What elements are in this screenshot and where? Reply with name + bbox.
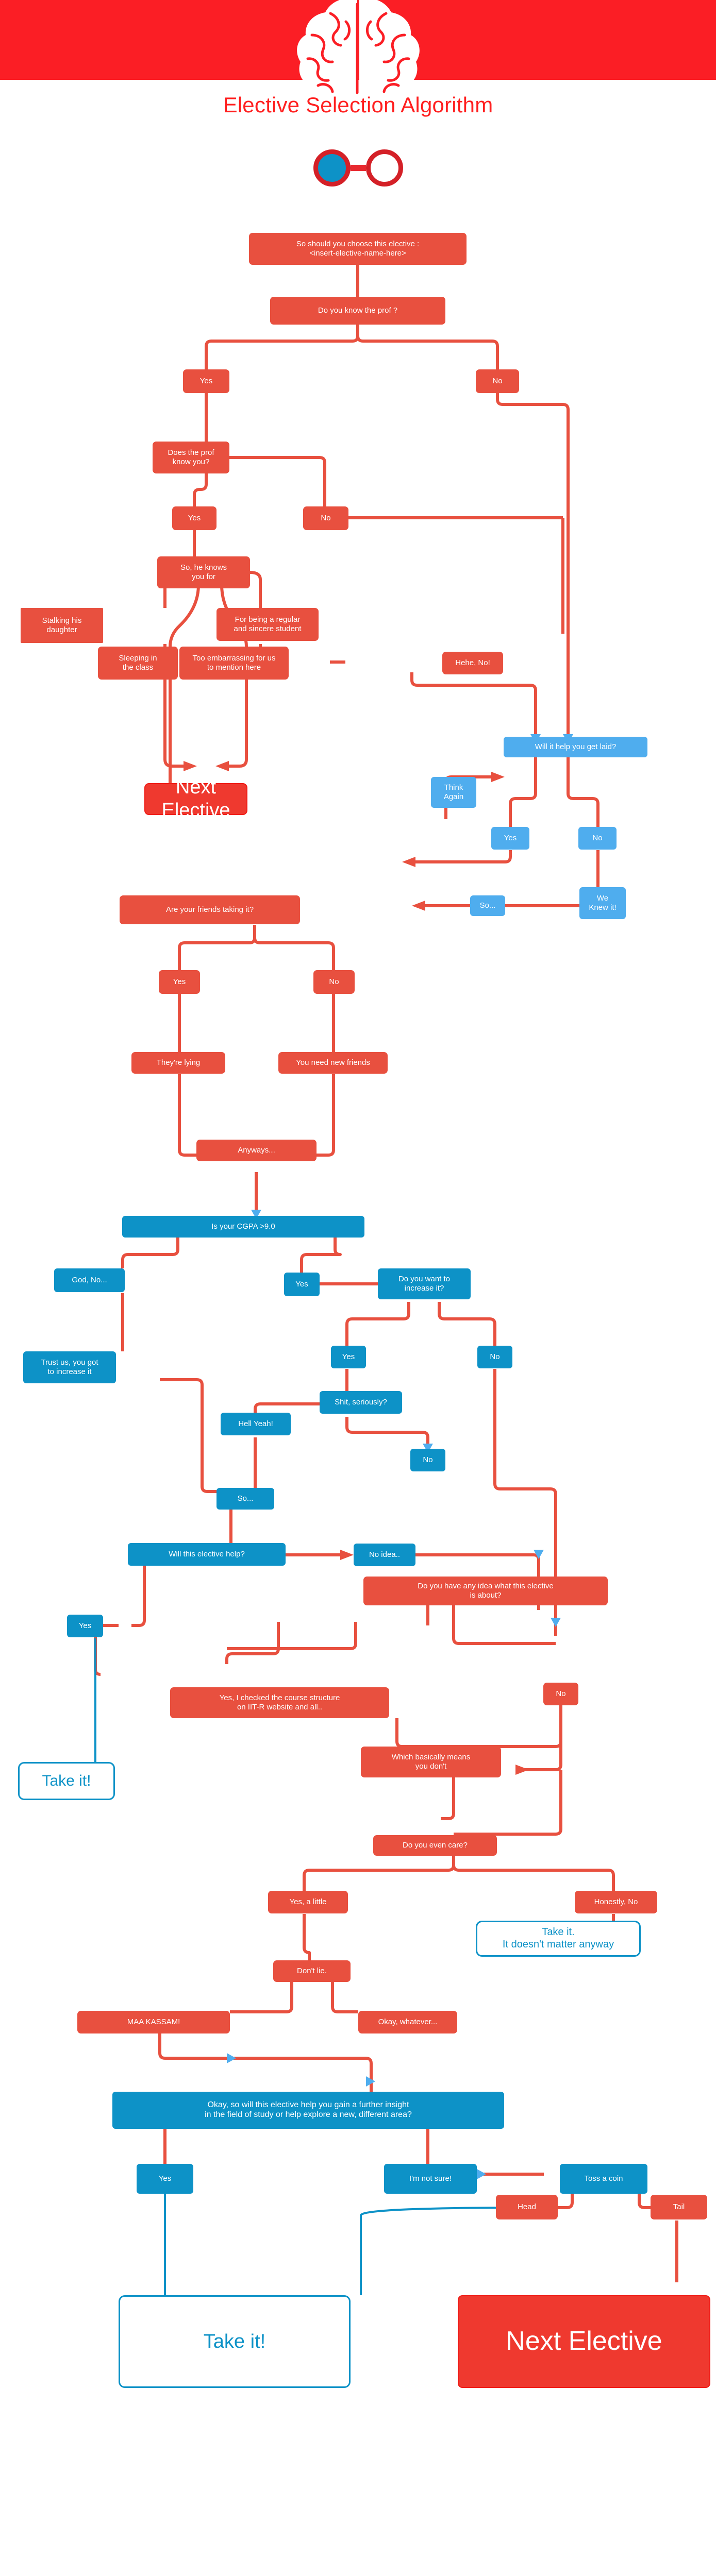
node-kp-no[interactable]: No (476, 369, 519, 393)
node-shit-seriously[interactable]: Shit, seriously? (320, 1391, 402, 1414)
node-so-1[interactable]: So... (470, 895, 505, 916)
node-not-sure[interactable]: I'm not sure! (384, 2164, 477, 2194)
node-anyways[interactable]: Anyways... (196, 1140, 317, 1161)
node-next-elective-1[interactable]: Next Elective (144, 776, 247, 821)
node-so-2[interactable]: So... (217, 1488, 274, 1510)
node-toss-coin[interactable]: Toss a coin (560, 2164, 647, 2194)
node-stalking[interactable]: Stalking his daughter (21, 608, 103, 643)
page-title: Elective Selection Algorithm (223, 93, 493, 117)
node-inc-yes[interactable]: Yes (331, 1346, 366, 1368)
node-friends-taking[interactable]: Are your friends taking it? (120, 895, 300, 924)
node-gl-no[interactable]: No (578, 827, 617, 850)
node-elective-help[interactable]: Will this elective help? (128, 1543, 286, 1566)
node-head[interactable]: Head (496, 2195, 558, 2219)
node-hehe-no[interactable]: Hehe, No! (442, 652, 503, 674)
node-take-it-2[interactable]: Take it! (119, 2295, 351, 2388)
node-fi-yes[interactable]: Yes (137, 2164, 193, 2194)
node-pk-no[interactable]: No (303, 506, 348, 530)
node-increase-it[interactable]: Do you want to increase it? (378, 1268, 471, 1299)
node-any-idea[interactable]: Do you have any idea what this elective … (363, 1577, 608, 1605)
node-knows-you-for[interactable]: So, he knows you for (157, 556, 250, 588)
node-cgpa-yes[interactable]: Yes (284, 1273, 320, 1296)
node-know-prof[interactable]: Do you know the prof ? (270, 297, 445, 325)
node-even-care[interactable]: Do you even care? (373, 1835, 497, 1856)
empty-circle-icon (365, 149, 403, 187)
node-ft-no[interactable]: No (313, 970, 355, 994)
node-tail[interactable]: Tail (651, 2195, 707, 2219)
node-ai-no[interactable]: No (543, 1683, 578, 1705)
node-prof-knows[interactable]: Does the prof know you? (153, 442, 229, 473)
node-trust-us[interactable]: Trust us, you got to increase it (23, 1351, 116, 1383)
node-take-it-1[interactable]: Take it! (18, 1762, 115, 1800)
node-cgpa[interactable]: Is your CGPA >9.0 (122, 1216, 364, 1238)
filled-circle-icon (313, 149, 351, 187)
node-new-friends[interactable]: You need new friends (278, 1052, 388, 1074)
node-regular-student[interactable]: For being a regular and sincere student (217, 608, 319, 641)
node-god-no[interactable]: God, No... (54, 1268, 125, 1292)
node-take-it-matter[interactable]: Take it. It doesn't matter anyway (476, 1921, 641, 1957)
node-honestly-no[interactable]: Honestly, No (575, 1891, 657, 1913)
node-eh-yes[interactable]: Yes (67, 1615, 103, 1637)
node-inc-no[interactable]: No (477, 1346, 512, 1368)
node-hell-yeah[interactable]: Hell Yeah! (221, 1413, 291, 1435)
node-basically-means[interactable]: Which basically means you don't (361, 1747, 501, 1777)
node-embarrassing[interactable]: Too embarrassing for us to mention here (179, 647, 289, 680)
node-ft-yes[interactable]: Yes (159, 970, 200, 994)
node-checked-course[interactable]: Yes, I checked the course structure on I… (170, 1687, 389, 1718)
node-think-again[interactable]: Think Again (431, 777, 476, 808)
node-kp-yes[interactable]: Yes (183, 369, 229, 393)
node-get-laid[interactable]: Will it help you get laid? (504, 737, 647, 757)
connector-bar-icon (350, 165, 366, 171)
node-further-insight[interactable]: Okay, so will this elective help you gai… (112, 2092, 504, 2129)
node-no-idea[interactable]: No idea.. (354, 1544, 415, 1566)
node-ss-no[interactable]: No (410, 1449, 445, 1471)
node-we-knew-it[interactable]: We Knew it! (579, 887, 626, 919)
node-maa-kassam[interactable]: MAA KASSAM! (77, 2011, 230, 2033)
node-pk-yes[interactable]: Yes (172, 506, 217, 530)
node-gl-yes[interactable]: Yes (491, 827, 529, 850)
node-start[interactable]: So should you choose this elective : <in… (249, 233, 467, 265)
node-sleeping[interactable]: Sleeping in the class (98, 647, 178, 680)
node-next-elective-2[interactable]: Next Elective (458, 2295, 710, 2388)
legend (0, 149, 716, 187)
node-okay-whatever[interactable]: Okay, whatever... (358, 2011, 457, 2033)
node-theyre-lying[interactable]: They're lying (131, 1052, 225, 1074)
node-dont-lie[interactable]: Don't lie. (273, 1960, 351, 1982)
node-a-little[interactable]: Yes, a little (268, 1891, 348, 1913)
